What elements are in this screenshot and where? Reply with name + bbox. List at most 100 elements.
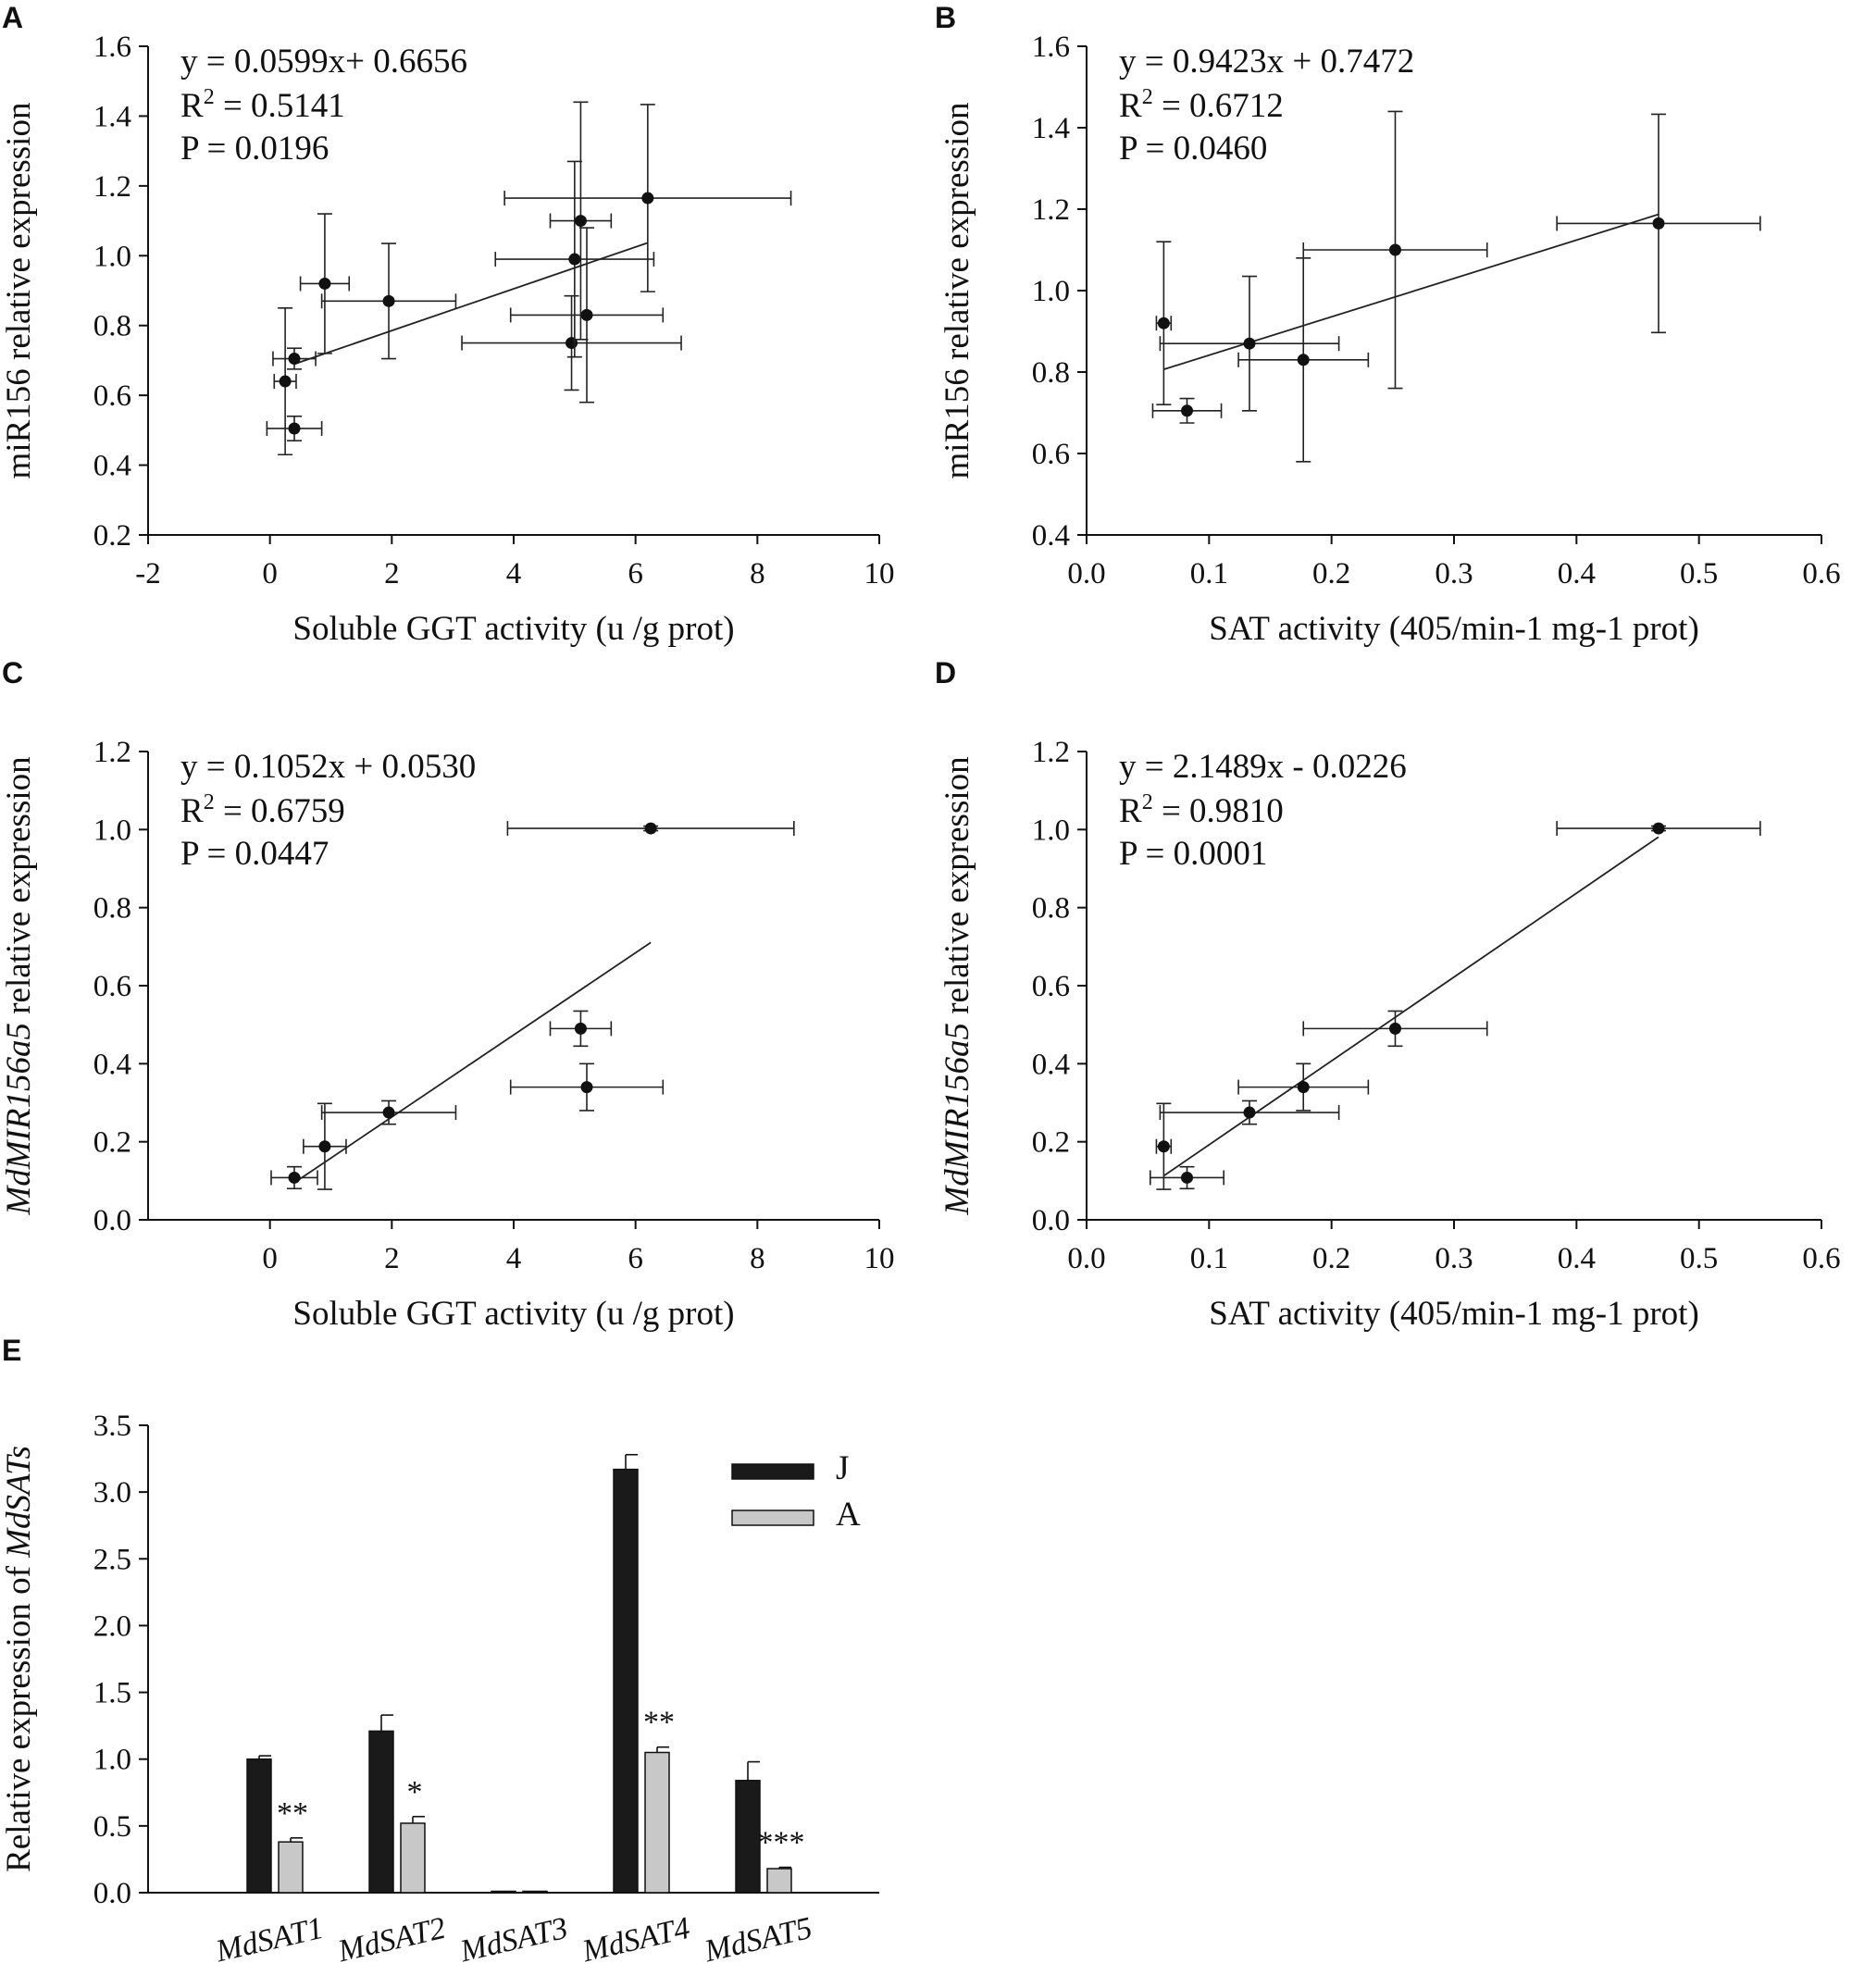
x-tick-label: 6 (628, 1242, 643, 1275)
y-tick-label: 1.4 (1032, 112, 1070, 145)
panel-b: B 0.4 0.6 0.8 1.0 1.2 1.4 1.6 miR156 relative e… (935, 1, 1841, 648)
panel-e-label: E (2, 1334, 21, 1367)
data-point (1388, 243, 1401, 256)
data-point (288, 1171, 301, 1184)
y-tick-label: 0.8 (93, 310, 131, 343)
significance-marker: * (407, 1775, 423, 1809)
regression-equation: y = 2.1489x - 0.0226 (1119, 748, 1407, 786)
x-tick-label: 10 (864, 557, 895, 590)
r-squared-value: = 0.9810 (1153, 792, 1284, 830)
y-tick-label: 0.8 (93, 892, 131, 926)
r-squared-symbol: R (1119, 87, 1142, 125)
bar-j (491, 1890, 516, 1894)
x-tick-label: 0.5 (1680, 557, 1718, 590)
category-label: MdSAT5 (701, 1911, 815, 1969)
bar-j (613, 1468, 639, 1894)
regression-equation: y = 0.1052x + 0.0530 (180, 748, 476, 786)
panel-c-label: C (2, 656, 23, 690)
bar-a (522, 1890, 548, 1894)
panel-a-label: A (2, 1, 23, 34)
y-tick-label: 1.2 (93, 736, 131, 769)
y-tick-label: 0.4 (1032, 519, 1070, 553)
data-point (641, 192, 654, 205)
regression-line (293, 242, 649, 366)
r-squared-symbol: R (1119, 792, 1142, 830)
y-tick-label: 1.5 (93, 1677, 131, 1710)
x-tick-label: 0.6 (1802, 557, 1840, 590)
x-tick-label: 0.4 (1558, 557, 1596, 590)
data-point (1388, 1022, 1401, 1035)
x-tick-label: 0.1 (1190, 1242, 1228, 1275)
x-tick-label: 0.0 (1067, 1242, 1105, 1275)
y-axis-title-rest: relative expression (938, 756, 976, 1023)
y-axis-title-italic: MdSATs (0, 1446, 38, 1559)
x-tick-label: 6 (628, 557, 643, 590)
data-point (1243, 337, 1256, 350)
y-axis-title-italic: MdMIR156a5 (938, 1023, 976, 1216)
regression-equation: y = 0.0599x+ 0.6656 (180, 43, 467, 81)
data-point (318, 1140, 331, 1153)
y-tick-label: 0.2 (93, 1126, 131, 1160)
x-tick-label: -2 (135, 557, 161, 590)
significance-marker: ** (277, 1796, 308, 1831)
data-point (644, 822, 657, 835)
y-tick-label: 0.6 (1032, 970, 1070, 1003)
panel-a: A 0.2 0.4 0.6 0.8 1.0 1.2 1.4 1.6 miR156 relativ… (0, 1, 895, 648)
y-axis-title-rest: relative expression (0, 756, 38, 1023)
data-point (1181, 1171, 1194, 1184)
data-point (288, 353, 301, 366)
regression-line (1163, 213, 1659, 370)
r-squared-value: = 0.6759 (215, 792, 345, 830)
y-tick-label: 0.4 (1032, 1048, 1070, 1081)
y-axis-title-italic: MdMIR156a5 (0, 1023, 38, 1216)
y-tick-label: 0.2 (1032, 1126, 1070, 1160)
bar-j (246, 1758, 272, 1894)
panel-b-label: B (935, 1, 956, 34)
data-point (288, 422, 301, 435)
data-point (382, 294, 395, 307)
panel-c-x-axis-title: Soluble GGT activity (u /g prot) (292, 1295, 734, 1333)
panel-b-y-axis-title: miR156 relative expression (938, 103, 976, 479)
r-squared: R2 = 0.9810 (1119, 790, 1284, 830)
significance-marker: *** (758, 1826, 805, 1860)
data-point (568, 253, 581, 266)
y-tick-label: 1.2 (1032, 736, 1070, 769)
data-point (1181, 404, 1194, 417)
legend-swatch-a (731, 1510, 814, 1526)
x-tick-label: 0.3 (1435, 557, 1473, 590)
r-squared-superscript: 2 (204, 790, 215, 814)
y-tick-label: 1.0 (93, 1744, 131, 1777)
bar-j (368, 1730, 394, 1894)
r-squared-value: = 0.5141 (215, 87, 345, 125)
data-point (580, 1081, 593, 1094)
y-tick-label: 3.5 (93, 1410, 131, 1443)
data-point (382, 1106, 395, 1119)
r-squared-symbol: R (180, 792, 204, 830)
data-point (580, 308, 593, 321)
data-point (1157, 1140, 1170, 1153)
y-tick-label: 1.2 (1032, 193, 1070, 227)
x-tick-label: 0.1 (1190, 557, 1228, 590)
y-tick-label: 0.6 (1032, 438, 1070, 471)
r-squared-superscript: 2 (204, 85, 215, 109)
x-tick-label: 0.4 (1558, 1242, 1596, 1275)
data-point (1243, 1106, 1256, 1119)
legend-swatch-j (731, 1463, 814, 1480)
panel-d-x-axis-title: SAT activity (405/min-1 mg-1 prot) (1209, 1295, 1699, 1333)
data-point (1157, 317, 1170, 329)
x-tick-label: 0.2 (1312, 557, 1350, 590)
x-tick-label: 4 (506, 1242, 522, 1275)
legend-label-a: A (836, 1496, 861, 1534)
data-point (1297, 354, 1310, 367)
bar-a (644, 1751, 670, 1894)
y-tick-label: 1.0 (1032, 275, 1070, 308)
significance-marker: ** (643, 1706, 675, 1740)
x-tick-label: 0.6 (1802, 1242, 1840, 1275)
y-tick-label: 3.0 (93, 1476, 131, 1510)
p-value: P = 0.0447 (180, 835, 329, 873)
regression-equation: y = 0.9423x + 0.7472 (1119, 43, 1414, 81)
y-tick-label: 1.2 (93, 170, 131, 204)
y-tick-label: 2.0 (93, 1609, 131, 1643)
panel-d-y-axis-title: MdMIR156a5 relative expression (938, 756, 976, 1215)
